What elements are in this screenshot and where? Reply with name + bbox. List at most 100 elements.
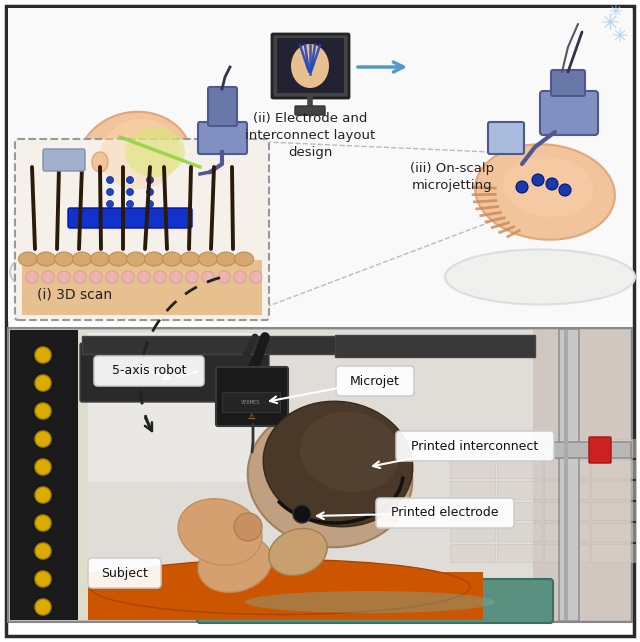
FancyBboxPatch shape xyxy=(497,481,542,499)
Ellipse shape xyxy=(198,535,272,593)
FancyBboxPatch shape xyxy=(396,431,554,461)
Circle shape xyxy=(138,271,150,283)
Circle shape xyxy=(106,189,113,196)
FancyBboxPatch shape xyxy=(497,544,542,562)
Ellipse shape xyxy=(25,227,125,277)
Circle shape xyxy=(26,271,38,283)
Circle shape xyxy=(127,189,134,196)
Circle shape xyxy=(234,513,262,541)
Ellipse shape xyxy=(67,172,113,242)
Ellipse shape xyxy=(245,591,495,613)
Circle shape xyxy=(293,505,311,523)
Text: Subject: Subject xyxy=(101,566,148,580)
Circle shape xyxy=(147,189,154,196)
Ellipse shape xyxy=(178,499,262,565)
FancyBboxPatch shape xyxy=(10,330,82,620)
Ellipse shape xyxy=(163,252,182,266)
FancyBboxPatch shape xyxy=(222,392,280,412)
Ellipse shape xyxy=(90,252,109,266)
Circle shape xyxy=(35,459,51,475)
Ellipse shape xyxy=(92,152,108,172)
Circle shape xyxy=(35,599,51,615)
FancyBboxPatch shape xyxy=(529,442,631,458)
FancyBboxPatch shape xyxy=(450,460,495,478)
FancyBboxPatch shape xyxy=(497,439,542,457)
FancyBboxPatch shape xyxy=(8,328,632,622)
FancyBboxPatch shape xyxy=(591,481,636,499)
FancyBboxPatch shape xyxy=(78,330,88,620)
FancyBboxPatch shape xyxy=(544,502,589,520)
FancyBboxPatch shape xyxy=(450,523,495,541)
FancyBboxPatch shape xyxy=(88,558,161,588)
FancyBboxPatch shape xyxy=(82,336,342,354)
Circle shape xyxy=(127,200,134,207)
Ellipse shape xyxy=(72,252,92,266)
FancyBboxPatch shape xyxy=(336,366,414,396)
Circle shape xyxy=(106,177,113,184)
Circle shape xyxy=(35,487,51,503)
Circle shape xyxy=(122,271,134,283)
Ellipse shape xyxy=(90,559,470,614)
Text: ⚠: ⚠ xyxy=(247,412,255,421)
FancyBboxPatch shape xyxy=(564,330,568,620)
Ellipse shape xyxy=(269,528,327,575)
FancyBboxPatch shape xyxy=(15,139,269,320)
Ellipse shape xyxy=(36,252,56,266)
FancyBboxPatch shape xyxy=(272,34,349,98)
FancyBboxPatch shape xyxy=(450,481,495,499)
Circle shape xyxy=(106,271,118,283)
FancyBboxPatch shape xyxy=(450,439,495,457)
FancyBboxPatch shape xyxy=(591,460,636,478)
FancyBboxPatch shape xyxy=(530,330,630,620)
Text: Printed interconnect: Printed interconnect xyxy=(412,440,539,453)
FancyBboxPatch shape xyxy=(591,439,636,457)
Ellipse shape xyxy=(291,44,329,88)
FancyBboxPatch shape xyxy=(216,367,288,426)
Circle shape xyxy=(147,177,154,184)
Ellipse shape xyxy=(503,157,593,217)
Circle shape xyxy=(127,177,134,184)
Ellipse shape xyxy=(234,252,253,266)
Text: ✳: ✳ xyxy=(601,14,620,34)
FancyBboxPatch shape xyxy=(208,87,237,126)
Ellipse shape xyxy=(263,401,413,527)
Text: (iii) On-scalp
microjetting: (iii) On-scalp microjetting xyxy=(410,162,494,192)
FancyBboxPatch shape xyxy=(94,356,204,386)
FancyBboxPatch shape xyxy=(591,544,636,562)
FancyBboxPatch shape xyxy=(22,260,262,315)
Circle shape xyxy=(218,271,230,283)
FancyBboxPatch shape xyxy=(197,579,553,623)
Text: (ii) Electrode and
interconnect layout
design: (ii) Electrode and interconnect layout d… xyxy=(245,112,375,159)
FancyBboxPatch shape xyxy=(544,460,589,478)
Circle shape xyxy=(42,271,54,283)
Ellipse shape xyxy=(54,252,74,266)
FancyBboxPatch shape xyxy=(488,122,524,154)
Ellipse shape xyxy=(445,250,635,304)
Text: ✳: ✳ xyxy=(608,3,622,21)
FancyBboxPatch shape xyxy=(43,149,85,171)
Text: Printed electrode: Printed electrode xyxy=(391,507,499,519)
FancyBboxPatch shape xyxy=(277,38,344,93)
Ellipse shape xyxy=(109,252,127,266)
FancyBboxPatch shape xyxy=(540,91,598,135)
Ellipse shape xyxy=(300,412,400,492)
Circle shape xyxy=(35,515,51,531)
Ellipse shape xyxy=(125,127,185,177)
Ellipse shape xyxy=(475,144,615,239)
Text: 5-axis robot: 5-axis robot xyxy=(112,365,186,377)
FancyBboxPatch shape xyxy=(497,523,542,541)
FancyBboxPatch shape xyxy=(68,208,192,228)
FancyBboxPatch shape xyxy=(450,502,495,520)
Circle shape xyxy=(90,271,102,283)
Circle shape xyxy=(106,200,113,207)
Ellipse shape xyxy=(19,252,38,266)
Ellipse shape xyxy=(100,119,180,189)
Circle shape xyxy=(532,174,544,186)
FancyBboxPatch shape xyxy=(8,8,632,322)
Circle shape xyxy=(559,184,571,196)
Circle shape xyxy=(250,271,262,283)
FancyBboxPatch shape xyxy=(551,70,585,96)
FancyBboxPatch shape xyxy=(88,330,533,620)
Circle shape xyxy=(186,271,198,283)
Circle shape xyxy=(154,271,166,283)
